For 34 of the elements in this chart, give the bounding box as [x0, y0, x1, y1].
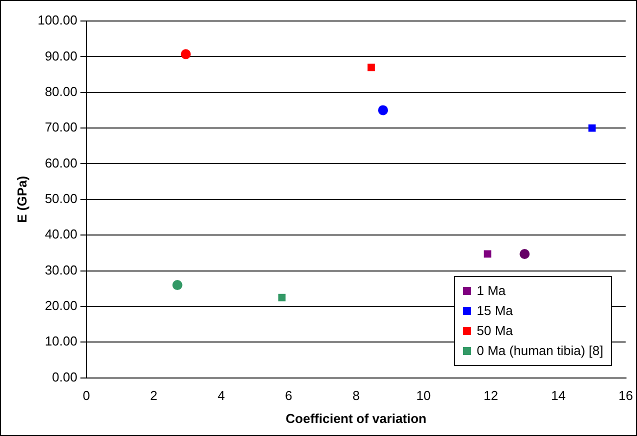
point	[520, 248, 530, 259]
x-tick-label: 14	[551, 388, 566, 404]
x-tick-label: 2	[150, 388, 158, 404]
legend-label: 1 Ma	[476, 282, 507, 300]
point	[278, 294, 286, 302]
x-tick-label: 12	[484, 388, 498, 404]
legend-label: 0 Ma (human tibia) [8]	[476, 342, 604, 360]
y-tick-label: 50.00	[44, 190, 78, 206]
point	[172, 280, 182, 290]
legend-label: 15 Ma	[476, 302, 514, 320]
x-tick-label: 8	[352, 388, 360, 404]
y-axis-title: E (GPa)	[14, 176, 30, 223]
y-tick-label: 20.00	[44, 298, 78, 314]
point	[378, 105, 388, 116]
x-tick-label: 4	[218, 388, 225, 404]
y-tick-label: 90.00	[44, 48, 78, 64]
y-tick-label: 80.00	[44, 84, 78, 99]
y-tick-label: 60.00	[44, 155, 78, 170]
point	[368, 64, 375, 72]
x-tick-label: 0	[82, 388, 90, 404]
y-tick-label: 40.00	[44, 226, 78, 242]
x-tick-label: 6	[285, 388, 292, 404]
y-tick-label: 10.00	[44, 334, 78, 349]
y-tick-label: 70.00	[44, 120, 78, 135]
y-tick-label: 100.00	[38, 12, 78, 28]
point	[180, 49, 191, 60]
point	[588, 124, 596, 132]
legend-label: 50 Ma	[476, 322, 514, 340]
x-axis-title: Coefficient of variation	[286, 410, 427, 426]
x-tick-label: 10	[416, 388, 431, 404]
point	[484, 250, 492, 258]
y-tick-label: 0.00	[52, 369, 78, 384]
y-tick-label: 30.00	[44, 262, 78, 278]
x-tick-label: 16	[618, 388, 634, 404]
